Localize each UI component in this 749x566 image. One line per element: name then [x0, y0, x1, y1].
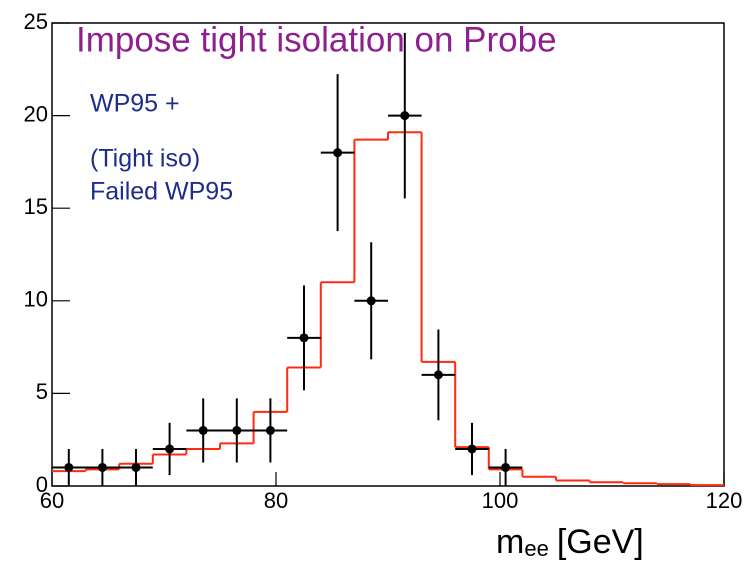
plot-frame [51, 22, 725, 487]
y-tick-label: 15 [24, 194, 48, 219]
legend-line: (Tight iso) [90, 145, 200, 173]
data-point [333, 148, 343, 158]
data-point [165, 444, 175, 454]
x-tick-label: 120 [706, 488, 743, 513]
data-point [299, 333, 309, 343]
x-label-main: m [496, 523, 524, 561]
data-point [400, 111, 410, 121]
x-tick-label: 60 [40, 488, 64, 513]
x-label-unit: [GeV] [557, 523, 644, 561]
chart-title: Impose tight isolation on Probe [76, 20, 557, 59]
legend-line: WP95 + [90, 90, 180, 118]
data-point [232, 425, 242, 435]
x-tick-label: 100 [482, 488, 519, 513]
data-point [366, 296, 376, 306]
data-point [265, 425, 275, 435]
y-tick-label: 10 [24, 287, 48, 312]
data-point [131, 462, 141, 472]
legend-line: Failed WP95 [90, 178, 233, 206]
y-tick-label: 5 [36, 379, 48, 404]
data-point [97, 462, 107, 472]
y-tick-label: 25 [24, 9, 48, 34]
data-point [198, 425, 208, 435]
x-label-sub: ee [524, 536, 548, 561]
data-point [501, 462, 511, 472]
data-point [64, 462, 74, 472]
data-point [433, 370, 443, 380]
y-tick-label: 0 [36, 472, 48, 497]
x-axis-label: mee [GeV] [496, 523, 644, 561]
x-tick-label: 80 [264, 488, 288, 513]
data-point [467, 444, 477, 454]
y-tick-label: 20 [24, 101, 48, 126]
